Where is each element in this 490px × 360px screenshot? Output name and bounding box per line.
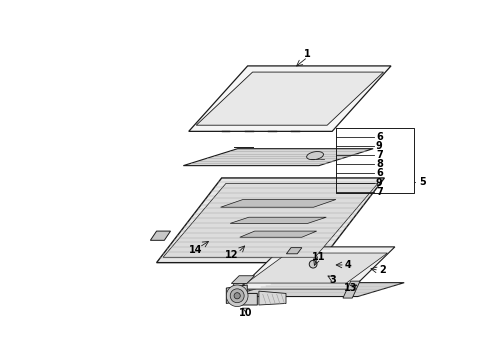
Text: 3: 3 xyxy=(329,275,336,285)
Polygon shape xyxy=(196,72,384,125)
Polygon shape xyxy=(230,283,404,297)
Text: 8: 8 xyxy=(376,159,383,169)
Polygon shape xyxy=(230,217,326,223)
Polygon shape xyxy=(227,281,245,298)
Text: 7: 7 xyxy=(376,150,383,160)
Polygon shape xyxy=(183,149,373,166)
Circle shape xyxy=(234,293,240,299)
Text: 6: 6 xyxy=(376,167,383,177)
Polygon shape xyxy=(240,231,317,237)
Circle shape xyxy=(226,285,248,306)
Text: 6: 6 xyxy=(376,132,383,142)
Text: 10: 10 xyxy=(239,308,252,318)
Ellipse shape xyxy=(307,152,323,160)
Text: 9: 9 xyxy=(376,178,383,188)
Text: 12: 12 xyxy=(225,250,239,260)
Polygon shape xyxy=(163,183,378,257)
Polygon shape xyxy=(246,253,388,283)
Polygon shape xyxy=(239,247,395,289)
Polygon shape xyxy=(259,291,286,305)
Polygon shape xyxy=(157,178,385,263)
Polygon shape xyxy=(343,281,360,298)
Circle shape xyxy=(309,260,317,268)
Text: 2: 2 xyxy=(379,265,386,275)
Text: 4: 4 xyxy=(344,260,351,270)
Text: 11: 11 xyxy=(312,252,325,262)
Text: 7: 7 xyxy=(376,187,383,197)
Polygon shape xyxy=(286,248,302,254)
Polygon shape xyxy=(189,66,391,131)
Text: 1: 1 xyxy=(304,49,311,59)
Text: 13: 13 xyxy=(343,283,357,293)
Polygon shape xyxy=(150,231,171,240)
Polygon shape xyxy=(226,285,257,305)
Polygon shape xyxy=(220,199,336,207)
Polygon shape xyxy=(231,276,255,283)
Text: 9: 9 xyxy=(376,141,383,150)
Text: 5: 5 xyxy=(419,177,426,187)
Circle shape xyxy=(230,289,244,303)
Text: 14: 14 xyxy=(189,244,202,255)
